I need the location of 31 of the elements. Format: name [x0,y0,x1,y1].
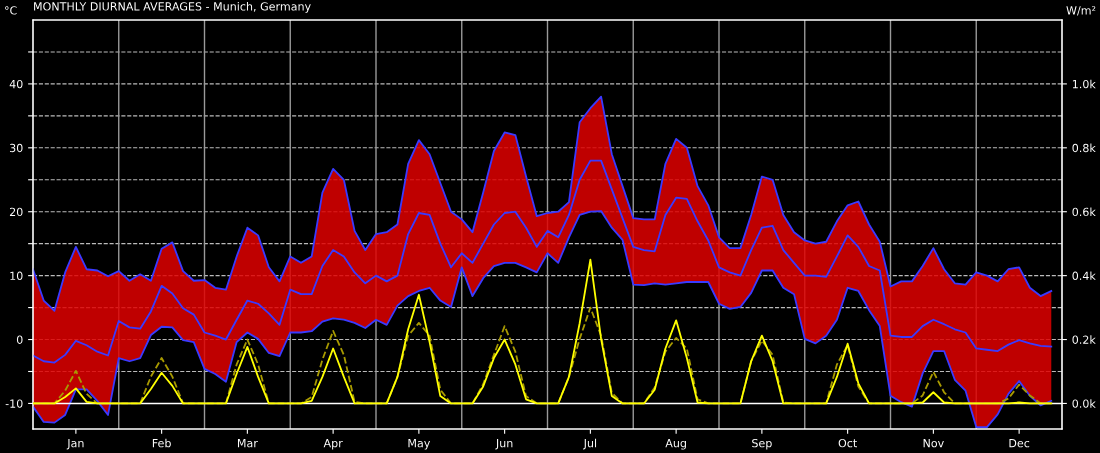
y2-tick-label: 0.4k [1072,271,1096,280]
x-tick-label: Nov [923,439,944,448]
y2-tick-label: 0.8k [1072,143,1096,153]
x-tick-label: Jul [583,438,597,450]
x-tick-label: Sep [752,438,772,450]
x-tick-label: Oct [838,438,857,448]
y2-tick-label: 0.6k [1072,207,1096,217]
y2-axis-title: W/m² [1066,6,1096,16]
y-tick-label: 20 [9,207,23,217]
x-tick-label: May [408,439,431,450]
y-tick-label: 0 [16,335,23,344]
x-tick-label: Apr [323,439,343,450]
x-tick-label: Feb [152,438,171,448]
y-tick-label: -10 [5,399,23,408]
y-tick-label: 40 [9,79,23,89]
y2-tick-label: 0.0k [1072,399,1096,408]
x-tick-label: Dec [1009,439,1030,448]
line-series [33,258,1053,405]
line-series [33,159,1053,364]
chart-title: MONTHLY DIURNAL AVERAGES - Munich, Germany [34,2,311,13]
y2-tick-label: 0.2k [1072,335,1096,344]
x-tick-label: Aug [665,439,686,450]
x-tick-label: Jan [66,439,84,450]
x-tick-label: Jun [495,439,513,450]
line-series [33,95,1053,312]
y-tick-label: 30 [9,143,23,153]
x-tick-label: Mar [237,439,258,448]
y-tick-label: 10 [10,271,23,280]
line-series [33,210,1053,428]
y2-tick-label: 1.0k [1072,79,1096,89]
y-axis-title: °C [5,6,17,15]
